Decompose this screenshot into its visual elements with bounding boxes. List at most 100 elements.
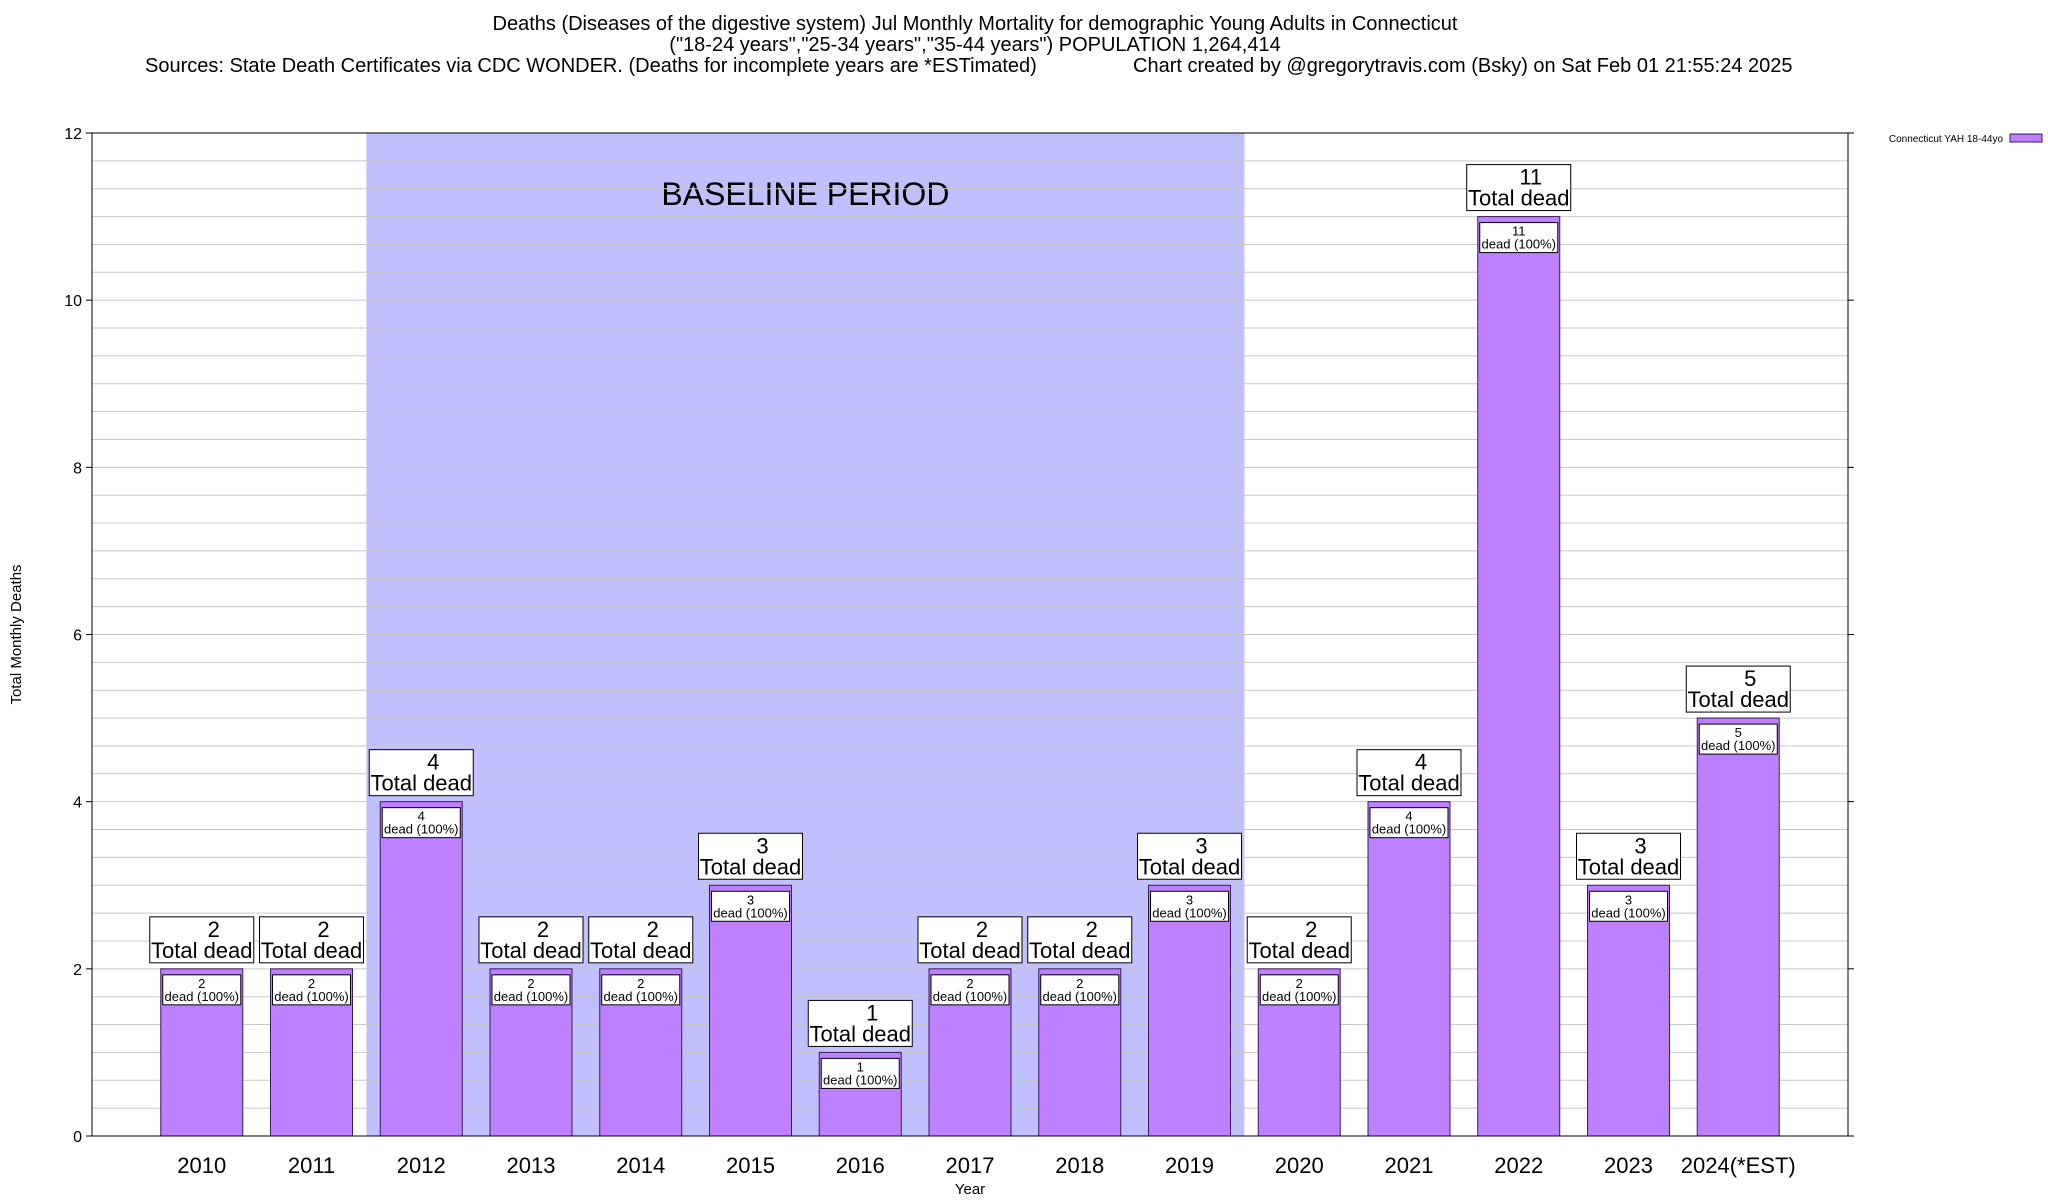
bar-inner-label-value: 1 <box>857 1059 864 1074</box>
bar-total-value: 4 <box>1415 750 1427 775</box>
bar-total-text: Total dead <box>590 938 692 963</box>
x-tick-label: 2017 <box>946 1153 995 1178</box>
bar-inner-label-value: 3 <box>747 892 754 907</box>
bar-total-label-box <box>1137 832 1242 880</box>
bar-total-text: Total dead <box>919 938 1021 963</box>
bar-total-label-box <box>259 916 364 964</box>
legend-swatch <box>2009 133 2043 143</box>
bar-total-label-box <box>588 916 694 964</box>
bar-inner-label-text: dead (100%) <box>384 822 458 837</box>
bar-total-label-box <box>917 916 1023 964</box>
bar-inner-label-text: dead (100%) <box>1482 237 1556 252</box>
bar-total-label-box <box>1685 665 1791 713</box>
bar-total-label-box <box>1356 749 1462 797</box>
bar-inner-label-text: dead (100%) <box>823 1072 897 1087</box>
legend: Connecticut YAH 18-44yo <box>1889 133 2043 145</box>
bar-inner-label-value: 3 <box>1625 892 1632 907</box>
x-tick-label: 2018 <box>1055 1153 1104 1178</box>
x-tick-label: 2015 <box>726 1153 775 1178</box>
bar-inner-label-box <box>930 974 1010 1006</box>
bar-inner-label-value: 2 <box>966 976 973 991</box>
bar-inner-label-text: dead (100%) <box>494 989 568 1004</box>
bar-total-text: Total dead <box>1578 854 1680 879</box>
bar-total-value: 2 <box>647 917 659 942</box>
y-tick-label: 6 <box>73 628 82 645</box>
bar-inner-label-box <box>381 807 461 839</box>
x-tick-label: 2011 <box>288 1153 335 1178</box>
chart-title-line2: ("18-24 years","25-34 years","35-44 year… <box>669 34 1281 56</box>
bar-inner-label-text: dead (100%) <box>1372 822 1446 837</box>
bar-total-value: 2 <box>208 917 220 942</box>
bar-inner-label-text: dead (100%) <box>165 989 239 1004</box>
bar-inner-label-box <box>1040 974 1120 1006</box>
bar-inner-label-text: dead (100%) <box>1043 989 1117 1004</box>
bar <box>1696 717 1780 1137</box>
bar <box>379 801 463 1137</box>
bar-inner-label-text: dead (100%) <box>1591 905 1665 920</box>
bar <box>1148 884 1231 1137</box>
bar-inner-label-text: dead (100%) <box>1152 905 1226 920</box>
legend-label: Connecticut YAH 18-44yo <box>1889 134 2004 145</box>
bar-inner-label-value: 5 <box>1735 725 1742 740</box>
bar-inner-label-value: 2 <box>1296 976 1303 991</box>
bar-total-label-box <box>698 832 803 880</box>
bar-total-text: Total dead <box>1358 771 1460 796</box>
bar-inner-label-box <box>820 1057 900 1089</box>
bar-inner-label-box <box>711 890 790 922</box>
bar-inner-label-text: dead (100%) <box>1701 738 1775 753</box>
bar-inner-label-text: dead (100%) <box>604 989 678 1004</box>
y-tick-label: 0 <box>73 1129 82 1146</box>
bar-total-value: 5 <box>1744 666 1756 691</box>
bar-total-text: Total dead <box>151 938 253 963</box>
bar-total-text: Total dead <box>480 938 582 963</box>
bar-total-value: 4 <box>427 750 439 775</box>
bar-total-label-box <box>1466 164 1572 212</box>
x-tick-label: 2020 <box>1275 1153 1324 1178</box>
x-tick-label: 2022 <box>1494 1153 1543 1178</box>
bar-total-text: Total dead <box>1248 938 1350 963</box>
x-axis-categories: 2010 2011 2012 2013 2014 2015 2016 2017 2018 2019… <box>177 1153 1795 1178</box>
bar-inner-label-text: dead (100%) <box>1262 989 1336 1004</box>
x-tick-label: 2024(*EST) <box>1681 1153 1796 1178</box>
bar-total-text: Total dead <box>1029 938 1131 963</box>
x-tick-label: 2016 <box>836 1153 885 1178</box>
bar-inner-label-box <box>1589 890 1668 922</box>
bar-inner-label-box <box>1150 890 1229 922</box>
x-tick-label: 2021 <box>1385 1153 1434 1178</box>
x-tick-label: 2023 <box>1604 1153 1653 1178</box>
y-axis-label: Total Monthly Deaths <box>8 564 25 704</box>
chart-credit: Chart created by @gregorytravis.com (Bsk… <box>1133 55 1793 77</box>
bar-total-value: 2 <box>317 917 329 942</box>
bar-total-text: Total dead <box>370 771 472 796</box>
bar-total-value: 2 <box>1305 917 1317 942</box>
bar-inner-label-value: 2 <box>527 976 534 991</box>
bar-total-value: 2 <box>537 917 549 942</box>
bar-total-label-box <box>1246 916 1352 964</box>
x-axis-label: Year <box>955 1181 985 1198</box>
y-tick-label: 8 <box>73 460 82 477</box>
bar-inner-label-value: 2 <box>637 976 644 991</box>
bar-inner-label-box <box>1259 974 1339 1006</box>
bar-total-value: 3 <box>1634 833 1646 858</box>
chart-sources: Sources: State Death Certificates via CD… <box>145 55 1037 77</box>
x-tick-label: 2013 <box>507 1153 556 1178</box>
x-tick-label: 2014 <box>616 1153 665 1178</box>
bar-inner-label-box <box>162 974 242 1006</box>
bar-inner-label-value: 3 <box>1186 892 1193 907</box>
y-tick-label: 12 <box>64 126 82 143</box>
bar-total-text: Total dead <box>809 1021 911 1046</box>
bar-inner-label-value: 4 <box>1405 809 1412 824</box>
bar <box>1477 216 1561 1137</box>
bar-inner-label-box <box>1479 222 1559 254</box>
x-tick-label: 2010 <box>177 1153 226 1178</box>
bar-total-label-box <box>368 749 474 797</box>
bar-inner-label-box <box>491 974 571 1006</box>
bar-total-label-box <box>1027 916 1133 964</box>
bar <box>709 884 792 1137</box>
bar-inner-label-box <box>601 974 681 1006</box>
bar-total-text: Total dead <box>261 938 363 963</box>
y-tick-label: 4 <box>73 795 82 812</box>
bar-inner-label-value: 4 <box>418 809 425 824</box>
